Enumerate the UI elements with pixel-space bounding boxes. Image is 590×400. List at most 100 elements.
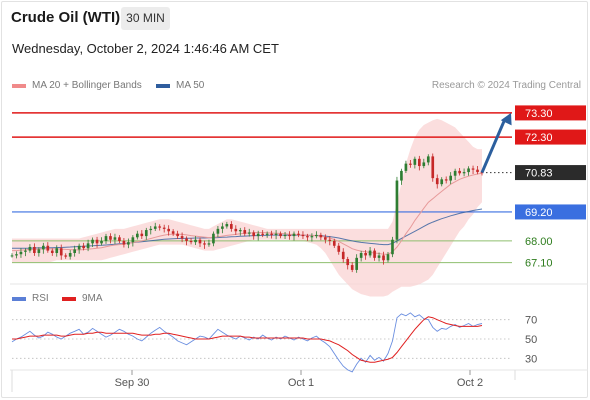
candle-body (171, 231, 175, 234)
candle-body (82, 245, 85, 249)
candle-body (131, 237, 135, 243)
candle (444, 176, 448, 184)
candle (238, 227, 242, 236)
candle (230, 221, 233, 232)
candle-body (198, 239, 202, 244)
candle-body (153, 226, 157, 229)
candle-body (176, 233, 179, 237)
candle-body (256, 233, 260, 237)
candle (458, 167, 461, 176)
candle-body (149, 228, 153, 231)
candle (118, 235, 121, 244)
x-tick-label: Oct 2 (457, 377, 483, 389)
candle (28, 244, 32, 253)
candle-body (216, 228, 220, 234)
candle-body (297, 233, 300, 235)
candle-body (301, 234, 305, 237)
candle (225, 221, 229, 229)
candle (149, 225, 153, 235)
candle (37, 247, 41, 257)
legend-9ma: 9MA (62, 293, 103, 304)
candle-body (64, 255, 68, 257)
candle (292, 231, 296, 241)
candle-body (458, 170, 461, 174)
candle-body (332, 240, 336, 246)
candle (341, 248, 345, 263)
candle-body (418, 158, 421, 167)
candle-body (185, 238, 188, 241)
rsi-ma9-line (12, 316, 483, 363)
ma50-swatch (156, 83, 170, 88)
forecast-arrow (480, 118, 507, 174)
ma20-swatch (12, 83, 26, 88)
candle-body (324, 237, 327, 240)
candle (310, 233, 314, 242)
candle-body (122, 240, 126, 245)
candle-body (91, 239, 94, 244)
resistance-label-box (515, 129, 586, 145)
candle-body (136, 233, 139, 238)
candle-body (86, 243, 90, 249)
candle-body (453, 170, 457, 176)
legend-label: MA 50 (176, 80, 205, 91)
candle-body (359, 253, 363, 258)
candle-body (422, 162, 426, 167)
candle (297, 230, 300, 238)
candle (319, 232, 323, 241)
instrument-title: Crude Oil (WTI) (11, 9, 121, 26)
candle (194, 236, 197, 246)
candle-body (158, 226, 162, 228)
candle (59, 244, 63, 260)
candle-body (400, 170, 403, 181)
candle-body (310, 236, 314, 238)
candle-body (144, 230, 148, 237)
candle-body (189, 240, 193, 243)
candle-body (346, 259, 350, 266)
candle (471, 165, 475, 175)
candle-body (435, 178, 439, 185)
resistance-label: 73.30 (525, 108, 553, 120)
candle (261, 230, 264, 238)
candle-body (355, 257, 358, 270)
candle (10, 253, 14, 258)
candle (24, 248, 27, 257)
candle-body (59, 248, 63, 256)
candle-body (377, 255, 381, 258)
timeframe-button[interactable]: 30 MIN (121, 7, 170, 30)
candle-body (238, 230, 242, 232)
candle-body (283, 234, 287, 237)
candle (73, 245, 76, 257)
candle (64, 253, 68, 259)
legend-label: RSI (32, 293, 49, 304)
candle (198, 237, 202, 247)
candle (346, 256, 350, 270)
candle (243, 227, 247, 236)
candle (400, 168, 403, 185)
candle (33, 243, 36, 256)
candle-body (409, 163, 412, 165)
candle-body (426, 156, 430, 163)
candle-body (328, 239, 332, 241)
candle-body (444, 179, 448, 181)
candle-body (104, 236, 108, 241)
candle (158, 224, 162, 231)
candle-body (180, 236, 184, 239)
candle-body (203, 243, 206, 245)
candle (180, 232, 184, 243)
candle (256, 230, 260, 241)
candle-body (68, 253, 72, 257)
candle-body (315, 234, 318, 237)
candle (315, 231, 318, 239)
candle (203, 240, 206, 249)
legend-label: MA 20 + Bollinger Bands (32, 80, 142, 91)
candle (221, 222, 224, 234)
candle-body (167, 228, 170, 232)
candle (355, 254, 358, 273)
candle-body (234, 228, 238, 232)
candle (185, 236, 188, 246)
candle (431, 153, 435, 182)
candle-body (207, 243, 211, 245)
candle (265, 231, 269, 238)
